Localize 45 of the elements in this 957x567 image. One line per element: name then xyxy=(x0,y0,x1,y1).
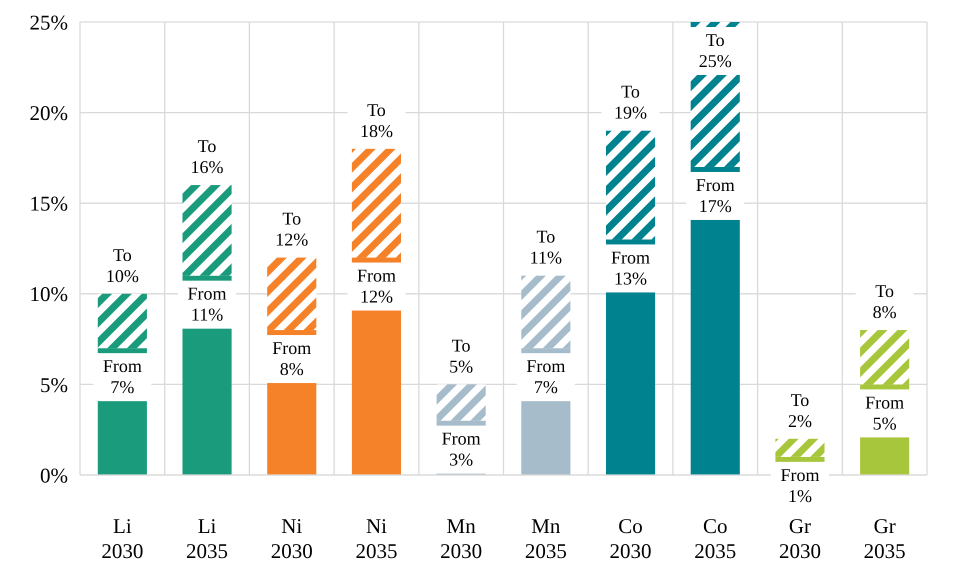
x-tick-label: Ni 2035 xyxy=(355,514,398,563)
data-label: To 8% xyxy=(872,281,897,322)
data-label: From 7% xyxy=(526,356,566,398)
bar xyxy=(521,276,570,348)
y-tick-label: 15% xyxy=(30,192,68,216)
bar xyxy=(352,148,402,258)
x-tick-label: Mn 2030 xyxy=(440,514,482,563)
y-tick-label: 20% xyxy=(30,100,68,125)
data-label: From 17% xyxy=(696,174,735,216)
data-label: From 12% xyxy=(356,266,396,307)
data-label: From 11% xyxy=(188,284,227,325)
y-tick-label: 5% xyxy=(40,372,68,397)
bar xyxy=(267,258,316,330)
data-label: From 13% xyxy=(611,247,650,288)
bar xyxy=(98,294,147,348)
x-tick-label: Li 2035 xyxy=(186,514,228,563)
data-label: From 5% xyxy=(865,392,904,434)
data-label: To 10% xyxy=(106,244,139,286)
x-tick-label: Li 2030 xyxy=(101,514,144,563)
bar xyxy=(606,130,656,240)
x-tick-label: Mn 2035 xyxy=(524,514,567,563)
data-label: To 12% xyxy=(275,208,308,250)
y-tick-label: 25% xyxy=(30,10,68,34)
data-label: To 16% xyxy=(190,136,224,178)
data-label: To 25% xyxy=(698,30,732,71)
y-tick-label: 10% xyxy=(30,282,68,306)
x-tick-label: Co 2030 xyxy=(610,514,652,563)
data-label: From 8% xyxy=(272,338,312,380)
bar xyxy=(775,438,825,457)
data-label: From 1% xyxy=(780,464,820,506)
data-label: To 19% xyxy=(614,82,648,123)
bar xyxy=(182,185,232,276)
data-label: To 18% xyxy=(360,100,393,141)
data-label: From 3% xyxy=(442,428,481,470)
x-tick-label: Gr 2035 xyxy=(864,514,906,563)
x-tick-label: Co 2035 xyxy=(694,514,736,563)
data-label: From 7% xyxy=(102,356,142,398)
data-label: To 5% xyxy=(449,335,474,376)
y-tick-label: 0% xyxy=(40,463,68,488)
x-tick-label: Gr 2030 xyxy=(778,514,821,563)
data-label: To 2% xyxy=(788,390,812,431)
data-label: To 11% xyxy=(530,226,562,268)
x-tick-label: Ni 2030 xyxy=(270,514,313,563)
bar xyxy=(860,330,910,384)
bar xyxy=(436,384,486,421)
